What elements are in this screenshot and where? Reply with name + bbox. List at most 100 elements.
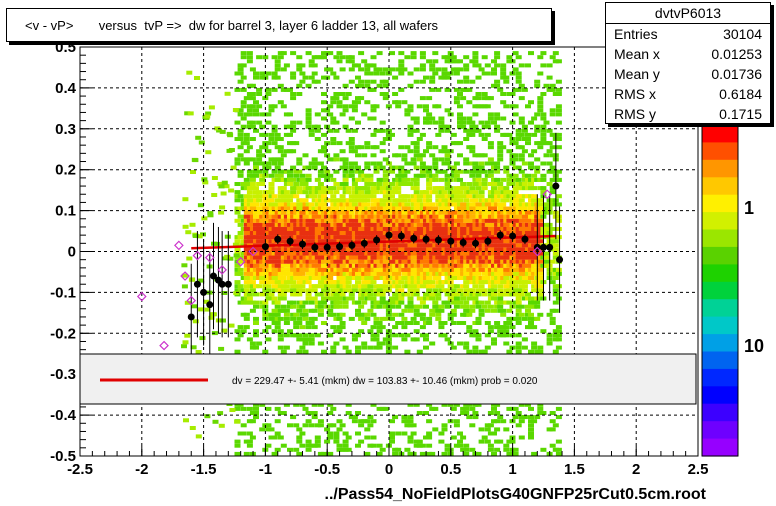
heatmap-cell [232, 242, 239, 247]
heatmap-cell [220, 191, 227, 196]
heatmap-cell [379, 222, 386, 227]
heatmap-cell [274, 247, 281, 252]
heatmap-cell [407, 247, 414, 252]
heatmap-cell [348, 255, 355, 260]
heatmap-cell [484, 104, 491, 109]
heatmap-cell [413, 120, 420, 125]
heatmap-cell [475, 280, 482, 285]
heatmap-cell [460, 202, 467, 207]
heatmap-cell [253, 251, 259, 256]
heatmap-cell [438, 128, 445, 133]
heatmap-cell [444, 198, 451, 203]
heatmap-cell [259, 427, 266, 432]
heatmap-cell [460, 231, 467, 235]
heatmap-cell [475, 300, 482, 305]
heatmap-cell [287, 214, 293, 219]
heatmap-cell [392, 227, 399, 231]
heatmap-cell [364, 284, 371, 289]
heatmap-cell [287, 141, 293, 146]
heatmap-cell [336, 104, 343, 109]
heatmap-cell [287, 300, 293, 305]
heatmap-cell [472, 402, 479, 407]
heatmap-cell [330, 141, 337, 146]
heatmap-cell [299, 300, 306, 305]
heatmap-cell [376, 263, 383, 268]
heatmap-cell [296, 247, 303, 252]
heatmap-cell [500, 214, 507, 219]
stats-label: Mean x [614, 46, 660, 62]
heatmap-cell [429, 243, 436, 248]
heatmap-cell [345, 222, 352, 227]
heatmap-cell [515, 271, 522, 276]
heatmap-cell [426, 214, 433, 219]
heatmap-cell [189, 426, 196, 430]
heatmap-cell [243, 157, 250, 162]
heatmap-cell [531, 243, 538, 248]
heatmap-cell [317, 280, 324, 285]
heatmap-cell [469, 210, 476, 215]
heatmap-cell [342, 259, 349, 264]
heatmap-cell [555, 120, 562, 125]
heatmap-cell [317, 214, 324, 219]
fit-line-group [191, 234, 556, 250]
heatmap-cell [358, 194, 365, 199]
heatmap-cell [290, 128, 297, 133]
heatmap-cell [515, 206, 522, 211]
heatmap-cell [185, 230, 192, 235]
y-tick-label: 0.3 [55, 121, 76, 138]
heatmap-cell [552, 255, 559, 260]
heatmap-cell [259, 271, 266, 276]
heatmap-cell [299, 263, 306, 268]
heatmap-cell [290, 292, 297, 297]
heatmap-cell [271, 214, 278, 219]
heatmap-cell [345, 280, 352, 285]
heatmap-cell [549, 443, 556, 448]
heatmap-cell [540, 124, 547, 129]
heatmap-cell [509, 104, 516, 109]
heatmap-cell [228, 323, 235, 328]
heatmap-cell [299, 190, 306, 195]
heatmap-cell [555, 79, 562, 84]
heatmap-cell [311, 288, 318, 293]
heatmap-cell [364, 198, 371, 203]
heatmap-cell [487, 112, 494, 117]
stats-value: 0.1715 [719, 106, 762, 122]
heatmap-cell [367, 345, 374, 350]
heatmap-cell [435, 271, 442, 276]
heatmap-cell [234, 439, 241, 444]
heatmap-cell [237, 300, 244, 305]
heatmap-cell [500, 186, 507, 191]
heatmap-cell [290, 276, 297, 280]
heatmap-cell [237, 214, 244, 219]
heatmap-cell [265, 112, 272, 117]
heatmap-cell [407, 288, 414, 293]
heatmap-cell [305, 218, 312, 223]
stats-label: RMS y [614, 106, 656, 122]
heatmap-cell [500, 333, 507, 338]
heatmap-cell [528, 247, 534, 252]
heatmap-cell [204, 414, 211, 419]
heatmap-cell [253, 247, 259, 252]
palette-swatch [702, 142, 738, 161]
heatmap-cell [435, 251, 442, 256]
heatmap-cell [317, 284, 324, 289]
heatmap-cell [432, 406, 439, 411]
heatmap-cell [518, 419, 525, 424]
heatmap-cell [290, 141, 297, 146]
heatmap-cell [355, 145, 361, 150]
heatmap-cell [447, 55, 454, 60]
heatmap-cell [472, 227, 479, 231]
heatmap-cell [453, 276, 460, 280]
heatmap-cell [481, 124, 488, 129]
heatmap-cell [271, 161, 278, 166]
heatmap-cell [265, 227, 272, 231]
heatmap-cell [537, 218, 544, 223]
heatmap-cell [379, 235, 386, 240]
heatmap-cell [506, 227, 513, 231]
heatmap-cell [287, 247, 293, 252]
heatmap-cell [444, 276, 451, 280]
heatmap-cell [426, 251, 433, 256]
heatmap-cell [419, 284, 426, 289]
heatmap-cell [512, 255, 519, 260]
heatmap-cell [478, 300, 485, 305]
